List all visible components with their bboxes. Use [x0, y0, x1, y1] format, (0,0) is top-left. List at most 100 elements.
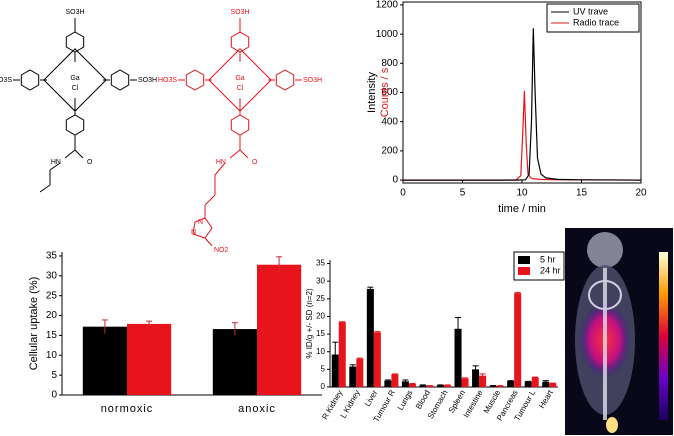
- x-tick-label: 0: [400, 188, 406, 199]
- y-tick-label: 35: [316, 259, 325, 268]
- bar: [373, 332, 381, 387]
- y-tick-label: 1000: [376, 29, 399, 40]
- bar: [531, 377, 539, 387]
- porphyrin-core: [43, 48, 107, 112]
- imidazole-ring: [192, 217, 213, 239]
- y-axis-label: Cellular uptake (%): [28, 277, 40, 371]
- bond: [204, 194, 216, 206]
- atom-label: Ga: [70, 75, 79, 82]
- bar: [479, 375, 487, 387]
- bond: [39, 184, 51, 193]
- bar: [349, 366, 357, 387]
- legend-label: 5 hr: [540, 254, 556, 264]
- atom-label: SO3H: [138, 77, 157, 84]
- x-tick-label: Liver: [363, 388, 380, 408]
- bond: [204, 237, 213, 247]
- bar: [338, 322, 346, 387]
- y-tick-label: 0: [51, 390, 57, 401]
- y-tick-label: 0: [392, 175, 398, 186]
- pet-colorbar: [659, 252, 668, 420]
- molecule: [178, 18, 302, 247]
- bar: [444, 385, 452, 387]
- legend-swatch: [518, 267, 530, 275]
- atom-label: O: [87, 159, 93, 166]
- y-axis-label-2: Counts / s: [379, 67, 391, 117]
- legend-swatch: [518, 256, 530, 264]
- bar: [127, 323, 172, 395]
- x-tick-label: Heart: [537, 388, 555, 410]
- bar: [454, 328, 462, 387]
- legend-box: [546, 3, 640, 33]
- legend-label: 24 hr: [540, 265, 561, 275]
- x-tick-label: normoxic: [101, 403, 154, 415]
- y-tick-label: 10: [46, 350, 58, 361]
- bond: [214, 162, 226, 176]
- bond: [64, 149, 76, 159]
- bar: [366, 288, 374, 387]
- atom-label: HO3S: [0, 77, 12, 84]
- y-axis-label: Intensity: [366, 72, 378, 113]
- y-tick-label: 20: [46, 310, 58, 321]
- bar: [408, 383, 416, 387]
- atom-label: SO3H: [65, 9, 84, 16]
- bond: [74, 149, 84, 159]
- bar: [549, 383, 557, 387]
- bar: [401, 381, 409, 387]
- y-tick-label: 20: [316, 312, 325, 321]
- atom-label: Cl: [237, 85, 244, 92]
- bar: [212, 329, 257, 395]
- bar: [472, 369, 480, 387]
- atom-label: HN: [216, 159, 226, 166]
- x-tick-label: 5: [460, 188, 466, 199]
- legend-label: Radio trace: [573, 17, 619, 27]
- atom-label: O: [252, 159, 258, 166]
- pet-head: [587, 232, 623, 268]
- line-series: [403, 90, 642, 181]
- bond: [49, 162, 61, 171]
- bar: [331, 354, 339, 387]
- phenyl-ring: [110, 69, 130, 91]
- y-tick-label: 35: [46, 251, 58, 262]
- atom-label: Ga: [235, 75, 244, 82]
- y-axis-label: % ID/g +/- SD (n=2): [305, 288, 314, 359]
- x-tick-label: Blood: [414, 389, 432, 411]
- bar: [419, 385, 427, 387]
- pet-bladder: [606, 417, 618, 433]
- bar: [436, 385, 444, 387]
- bar: [542, 381, 550, 387]
- y-tick-label: 30: [46, 270, 58, 281]
- atom-label: NO2: [214, 247, 229, 254]
- y-tick-label: 25: [316, 294, 325, 303]
- line-series: [403, 28, 642, 181]
- y-tick-label: 600: [381, 87, 398, 98]
- x-tick-label: 15: [576, 188, 588, 199]
- x-axis-label: time / min: [498, 203, 546, 215]
- y-tick-label: 15: [316, 329, 325, 338]
- y-tick-label: 1200: [376, 0, 399, 11]
- phenyl-ring: [230, 114, 250, 136]
- y-tick-label: 10: [316, 347, 325, 356]
- atom-label: HN: [51, 159, 61, 166]
- y-tick-label: 15: [46, 330, 58, 341]
- atom-label: Cl: [72, 85, 79, 92]
- bar: [496, 385, 504, 387]
- y-tick-label: 0: [321, 382, 326, 391]
- bar: [507, 381, 515, 387]
- phenyl-ring: [20, 69, 40, 91]
- pet-image: [565, 228, 673, 435]
- y-tick-label: 5: [51, 370, 57, 381]
- bar: [426, 385, 434, 387]
- bar: [82, 326, 127, 395]
- y-tick-label: 25: [46, 290, 58, 301]
- bar: [356, 358, 364, 387]
- bond: [229, 149, 241, 159]
- phenyl-ring: [65, 114, 85, 136]
- bar: [257, 264, 302, 395]
- bar: [384, 380, 392, 387]
- bar: [489, 385, 497, 387]
- atom-label: SO3H: [303, 77, 322, 84]
- bar: [524, 381, 532, 387]
- legend-label: UV trave: [573, 6, 608, 16]
- pet-ribs: [588, 280, 622, 310]
